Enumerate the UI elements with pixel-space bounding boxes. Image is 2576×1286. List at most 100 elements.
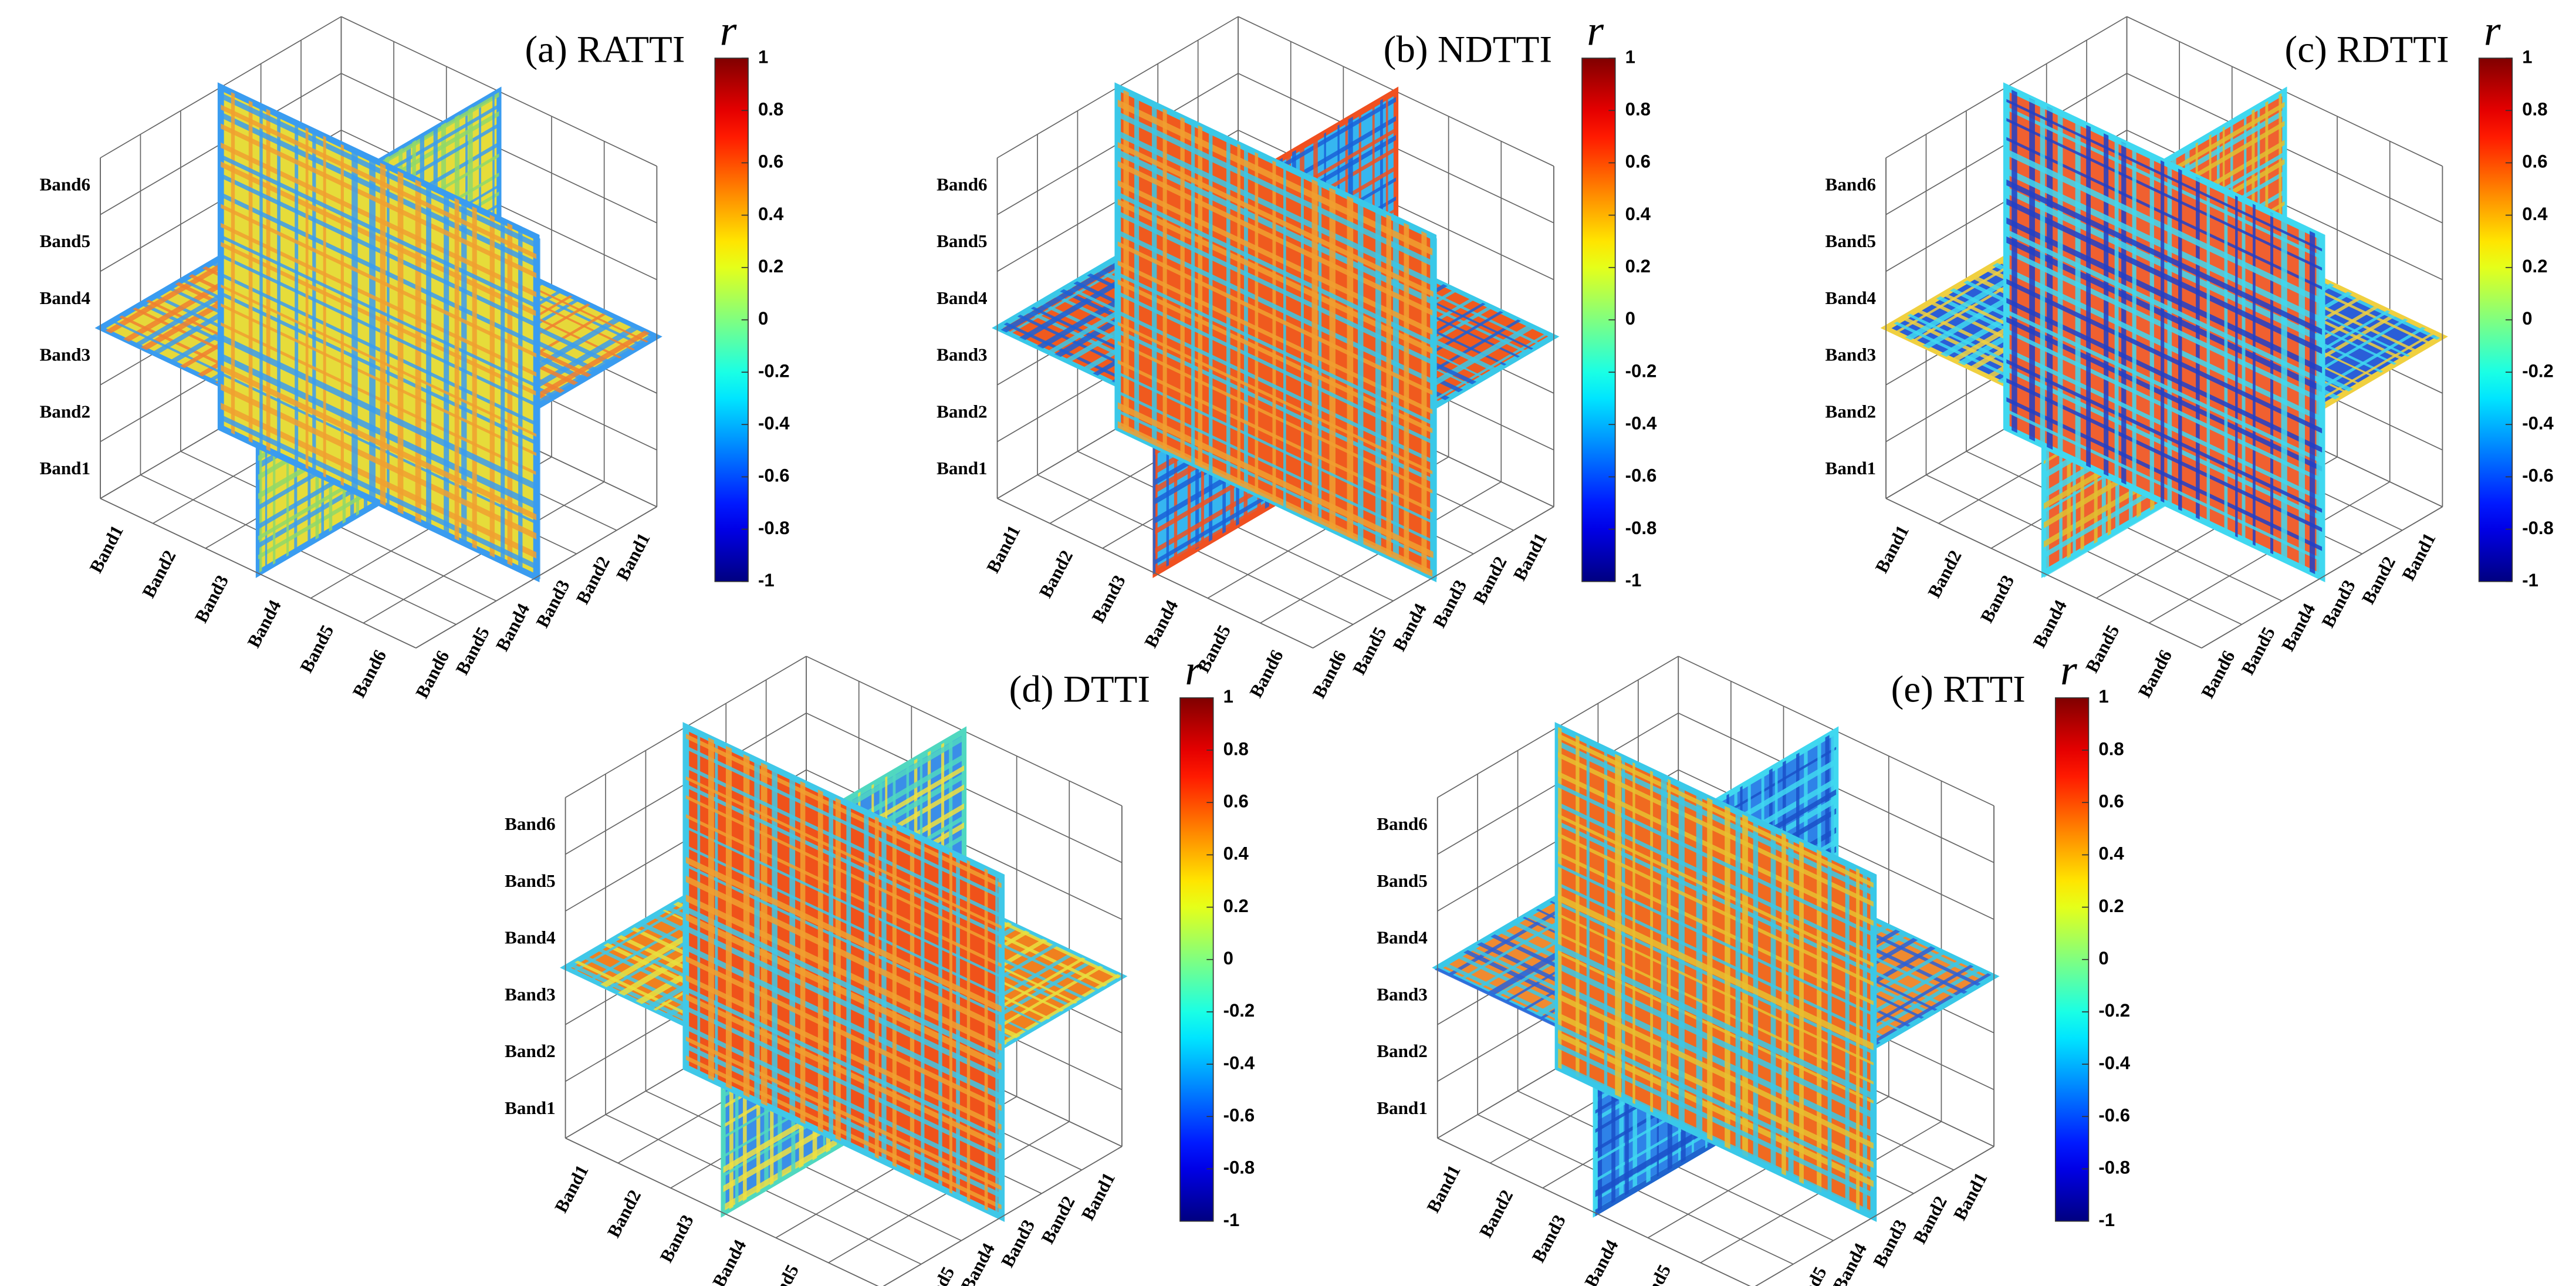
slice-stripe (1557, 951, 1874, 1104)
z-tick-label: Band3 (1825, 345, 1877, 365)
slice-stripe (472, 206, 477, 549)
slice-stripe (1123, 90, 1129, 433)
slice-stripe (1318, 182, 1322, 525)
slice-stripe (266, 109, 271, 451)
slice-stripe (340, 144, 344, 487)
slice-stripe (800, 781, 806, 1125)
box-edge (1885, 498, 2202, 649)
slice-stripe (1557, 752, 1874, 907)
colorbar-tick-label: 0 (2522, 308, 2532, 329)
slice-stripe (685, 987, 1002, 1142)
colorbar-tick-label: -0.6 (1625, 465, 1657, 486)
colorbar-tick-label: 0.6 (1625, 151, 1651, 172)
slice-stripe (1117, 260, 1434, 415)
x-tick-label: Band4 (1580, 1236, 1622, 1286)
z-tick-label: Band1 (40, 458, 91, 478)
slice-stripe (1117, 191, 1434, 346)
slice-stripe (1311, 179, 1318, 523)
y-tick-label: Band5 (1789, 1263, 1831, 1286)
x-tick-label: Band5 (761, 1261, 803, 1286)
slice-stripe (415, 179, 421, 523)
x-tick-label: Band1 (982, 522, 1025, 576)
x-tick-label: Band3 (191, 572, 233, 626)
slice-b (2003, 82, 2325, 583)
y-tick-label: Band3 (2317, 576, 2359, 631)
colorbar-tick-label: -0.8 (758, 518, 790, 538)
x-tick-label: Band3 (1976, 572, 2019, 626)
colorbar-label: r (2060, 646, 2077, 694)
z-tick-label: Band5 (505, 870, 556, 891)
slice-stripe (1557, 1024, 1874, 1179)
x-tick-label: Band6 (2134, 646, 2176, 701)
slice-stripe (2057, 112, 2063, 455)
colorbar-tick-label: -0.6 (758, 465, 790, 486)
slice-stripe (1557, 733, 1874, 888)
x-tick-label: Band4 (243, 596, 285, 651)
colorbar-tick-label: 0.2 (1223, 896, 1249, 916)
slice-stripe (461, 201, 467, 545)
y-tick-label: Band5 (1348, 623, 1391, 678)
colorbar-tick-label: 0.2 (2098, 896, 2124, 916)
colorbar-tick-label: 0.4 (1223, 843, 1249, 864)
y-tick-label: Band5 (2237, 623, 2279, 678)
colorbar-tick-label: 0.6 (2522, 151, 2547, 172)
colorbar-tick-label: -0.6 (2522, 465, 2554, 486)
slice-stripe (817, 789, 823, 1133)
y-tick-label: Band3 (1429, 576, 1471, 631)
slice-stripe (1191, 121, 1195, 465)
slice-stripe (1117, 291, 1434, 445)
x-tick-label: Band2 (138, 546, 180, 601)
slice-stripe (1432, 236, 1437, 579)
slice-stripe (2006, 309, 2323, 464)
y-tick-label: Band3 (1869, 1216, 1911, 1271)
box-edge (1437, 1138, 1751, 1286)
x-tick-label: Band1 (550, 1162, 593, 1216)
z-tick-label: Band2 (1825, 401, 1877, 421)
slice-stripe (1162, 108, 1167, 451)
z-tick-label: Band4 (937, 288, 988, 308)
slice-stripe (2310, 231, 2315, 575)
slice-stripe (1300, 174, 1304, 517)
colorbar-tick-label: -1 (2098, 1210, 2115, 1230)
x-tick-label: Band2 (1475, 1186, 1517, 1241)
slice-stripe (772, 767, 777, 1111)
slice-stripe (518, 228, 523, 571)
slice-stripe (1557, 882, 1874, 1035)
slice-stripe (1152, 103, 1157, 447)
slice-stripe (1237, 144, 1240, 486)
colorbar-tick-label: 0.4 (758, 204, 784, 224)
slice-stripe (1557, 782, 1874, 937)
colorbar-tick-label: 0.6 (1223, 791, 1249, 811)
x-tick-label: Band4 (1140, 596, 1182, 651)
y-tick-label: Band3 (532, 576, 574, 631)
y-tick-label: Band1 (1509, 529, 1551, 584)
y-tick-label: Band4 (2277, 600, 2320, 654)
z-tick-label: Band1 (505, 1098, 556, 1118)
slice-stripe (1117, 402, 1434, 559)
slice-stripe (1117, 390, 1434, 544)
slice-stripe (966, 860, 971, 1203)
slice-stripe (231, 92, 235, 435)
slice-stripe (1198, 125, 1203, 468)
panel-title: (a) RATTI (525, 29, 685, 71)
slice-stripe (685, 1036, 1002, 1190)
slice-stripe (1357, 201, 1364, 545)
slice-b (217, 82, 540, 583)
box-edge (997, 498, 1313, 649)
z-tick-label: Band5 (1377, 870, 1428, 891)
slice-stripe (2132, 147, 2136, 490)
colorbar-tick-label: 0.8 (1223, 738, 1249, 759)
colorbar-tick-label: -0.4 (758, 413, 790, 433)
slice-stripe (1557, 802, 1874, 956)
slice-stripe (1209, 130, 1213, 473)
slice-stripe (295, 122, 299, 465)
slice-stripe (2281, 217, 2287, 561)
box-edge (1754, 1146, 1994, 1286)
slice-stripe (1117, 272, 1434, 426)
slice-stripe (323, 136, 326, 478)
box-edge (1313, 506, 1554, 649)
slice-stripe (1557, 814, 1874, 967)
slice-stripe (1386, 214, 1391, 558)
